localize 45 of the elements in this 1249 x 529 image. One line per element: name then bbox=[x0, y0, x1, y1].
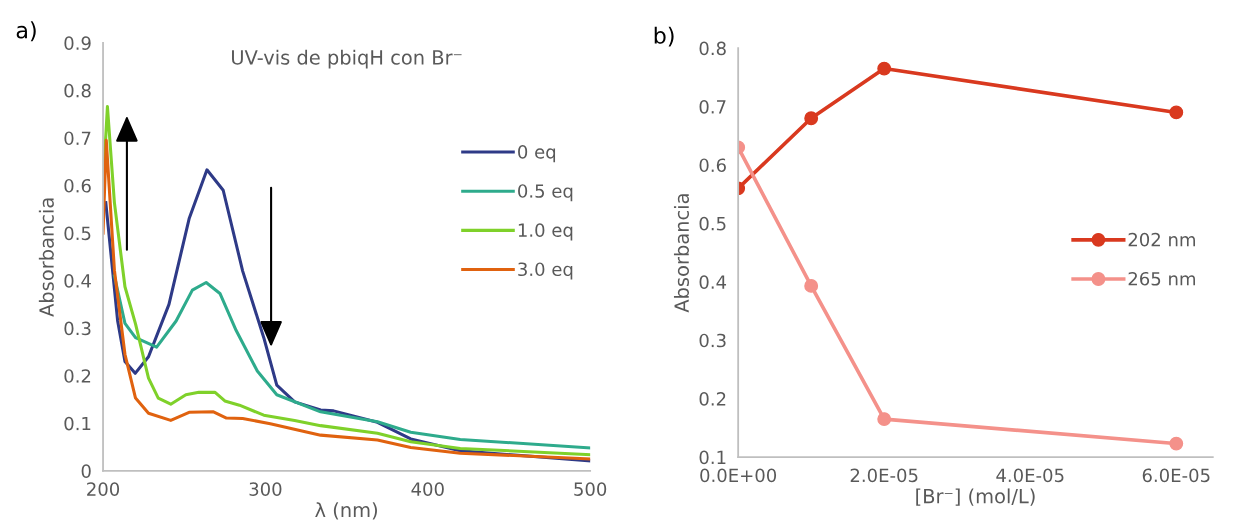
text: a) bbox=[16, 21, 36, 42]
y-tick-label: 0.4 bbox=[64, 274, 91, 288]
x-tick-label: 500 bbox=[574, 482, 607, 496]
y-tick-label: 0.5 bbox=[64, 226, 91, 241]
y-axis-title: Absorbancia bbox=[38, 198, 54, 317]
x-tick-label: 200 bbox=[87, 482, 120, 496]
legend-label: 0.5 eq bbox=[518, 184, 573, 202]
y-tick-label: 0.8 bbox=[64, 83, 91, 98]
y-tick-label: 0.1 bbox=[64, 416, 91, 431]
x-tick-label: 4.0E-05 bbox=[996, 468, 1064, 483]
y-tick-label: 0.1 bbox=[699, 450, 726, 465]
y-tick-label: 0.7 bbox=[64, 131, 91, 146]
point bbox=[1169, 436, 1184, 451]
x-tick-label: 400 bbox=[411, 482, 444, 496]
y-tick-label: 0.6 bbox=[699, 158, 726, 173]
legend-label: 202 nm bbox=[1128, 232, 1195, 247]
y-tick-label: 0.9 bbox=[64, 36, 91, 50]
point bbox=[804, 111, 819, 126]
y-tick-label: 0.6 bbox=[64, 178, 91, 193]
y-tick-label: 0.2 bbox=[699, 392, 726, 406]
y-tick-label: 0.4 bbox=[699, 275, 727, 289]
text: b) bbox=[654, 26, 674, 47]
y-tick-label: 0 bbox=[81, 464, 91, 478]
legend-label: 3.0 eq bbox=[518, 262, 573, 280]
y-tick-label: 0.2 bbox=[64, 369, 91, 383]
y-tick-label: 0.3 bbox=[699, 333, 726, 348]
x-axis-title: [Br⁻] (mol/L) bbox=[916, 488, 1035, 506]
y-tick-label: 0.8 bbox=[699, 41, 726, 56]
point bbox=[804, 278, 819, 293]
y-tick-label: 0.5 bbox=[699, 216, 726, 231]
point bbox=[877, 61, 892, 76]
legend-label: 1.0 eq bbox=[518, 223, 573, 241]
y-axis-title: Absorbancia bbox=[673, 194, 690, 313]
x-tick-label: 6.0E-05 bbox=[1142, 468, 1210, 483]
x-tick-label: 0.0E+00 bbox=[700, 468, 777, 483]
legend-label: 265 nm bbox=[1128, 271, 1195, 286]
point bbox=[877, 412, 892, 427]
legend-label: 0 eq bbox=[518, 145, 556, 163]
x-tick-label: 2.0E-05 bbox=[850, 468, 918, 483]
x-tick-label: 300 bbox=[249, 482, 282, 496]
point bbox=[1169, 105, 1184, 120]
y-tick-label: 0.3 bbox=[64, 321, 91, 336]
y-tick-label: 0.7 bbox=[699, 100, 726, 114]
x-axis-title: λ (nm) bbox=[315, 502, 377, 520]
chart-title: UV-vis de pbiqH con Br⁻ bbox=[232, 49, 462, 69]
